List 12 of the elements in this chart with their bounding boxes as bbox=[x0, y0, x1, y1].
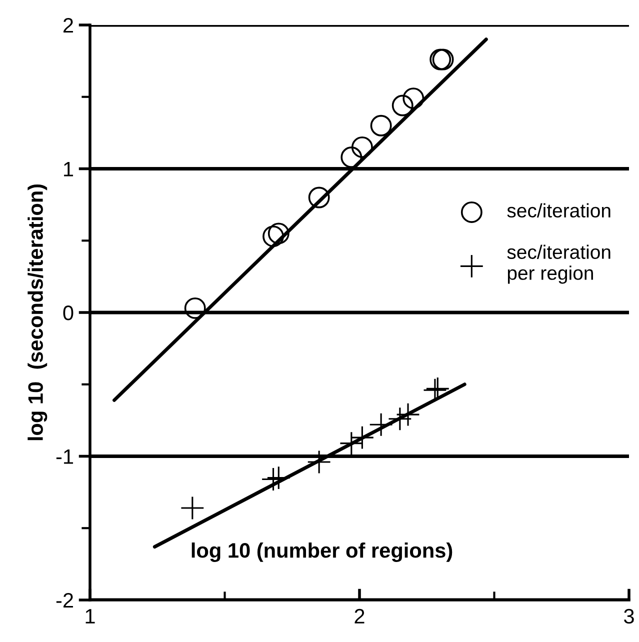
y-tick-label: 0 bbox=[63, 306, 74, 320]
x-axis-title: log 10 (number of regions) bbox=[192, 542, 452, 562]
y-axis-title: log 10 (seconds/iteration) bbox=[28, 184, 48, 440]
x-tick-label: 1 bbox=[86, 609, 95, 624]
y-tick-label: 2 bbox=[63, 18, 73, 33]
x-tick-label: 3 bbox=[624, 608, 634, 624]
x-tick-label: 2 bbox=[354, 608, 364, 624]
legend-label: sec/iteration per region bbox=[507, 244, 610, 284]
y-tick-label: -1 bbox=[56, 449, 74, 464]
y-tick-label: 1 bbox=[64, 162, 74, 176]
y-tick-label: -2 bbox=[56, 593, 73, 608]
legend-label: sec/iteration bbox=[507, 203, 610, 218]
